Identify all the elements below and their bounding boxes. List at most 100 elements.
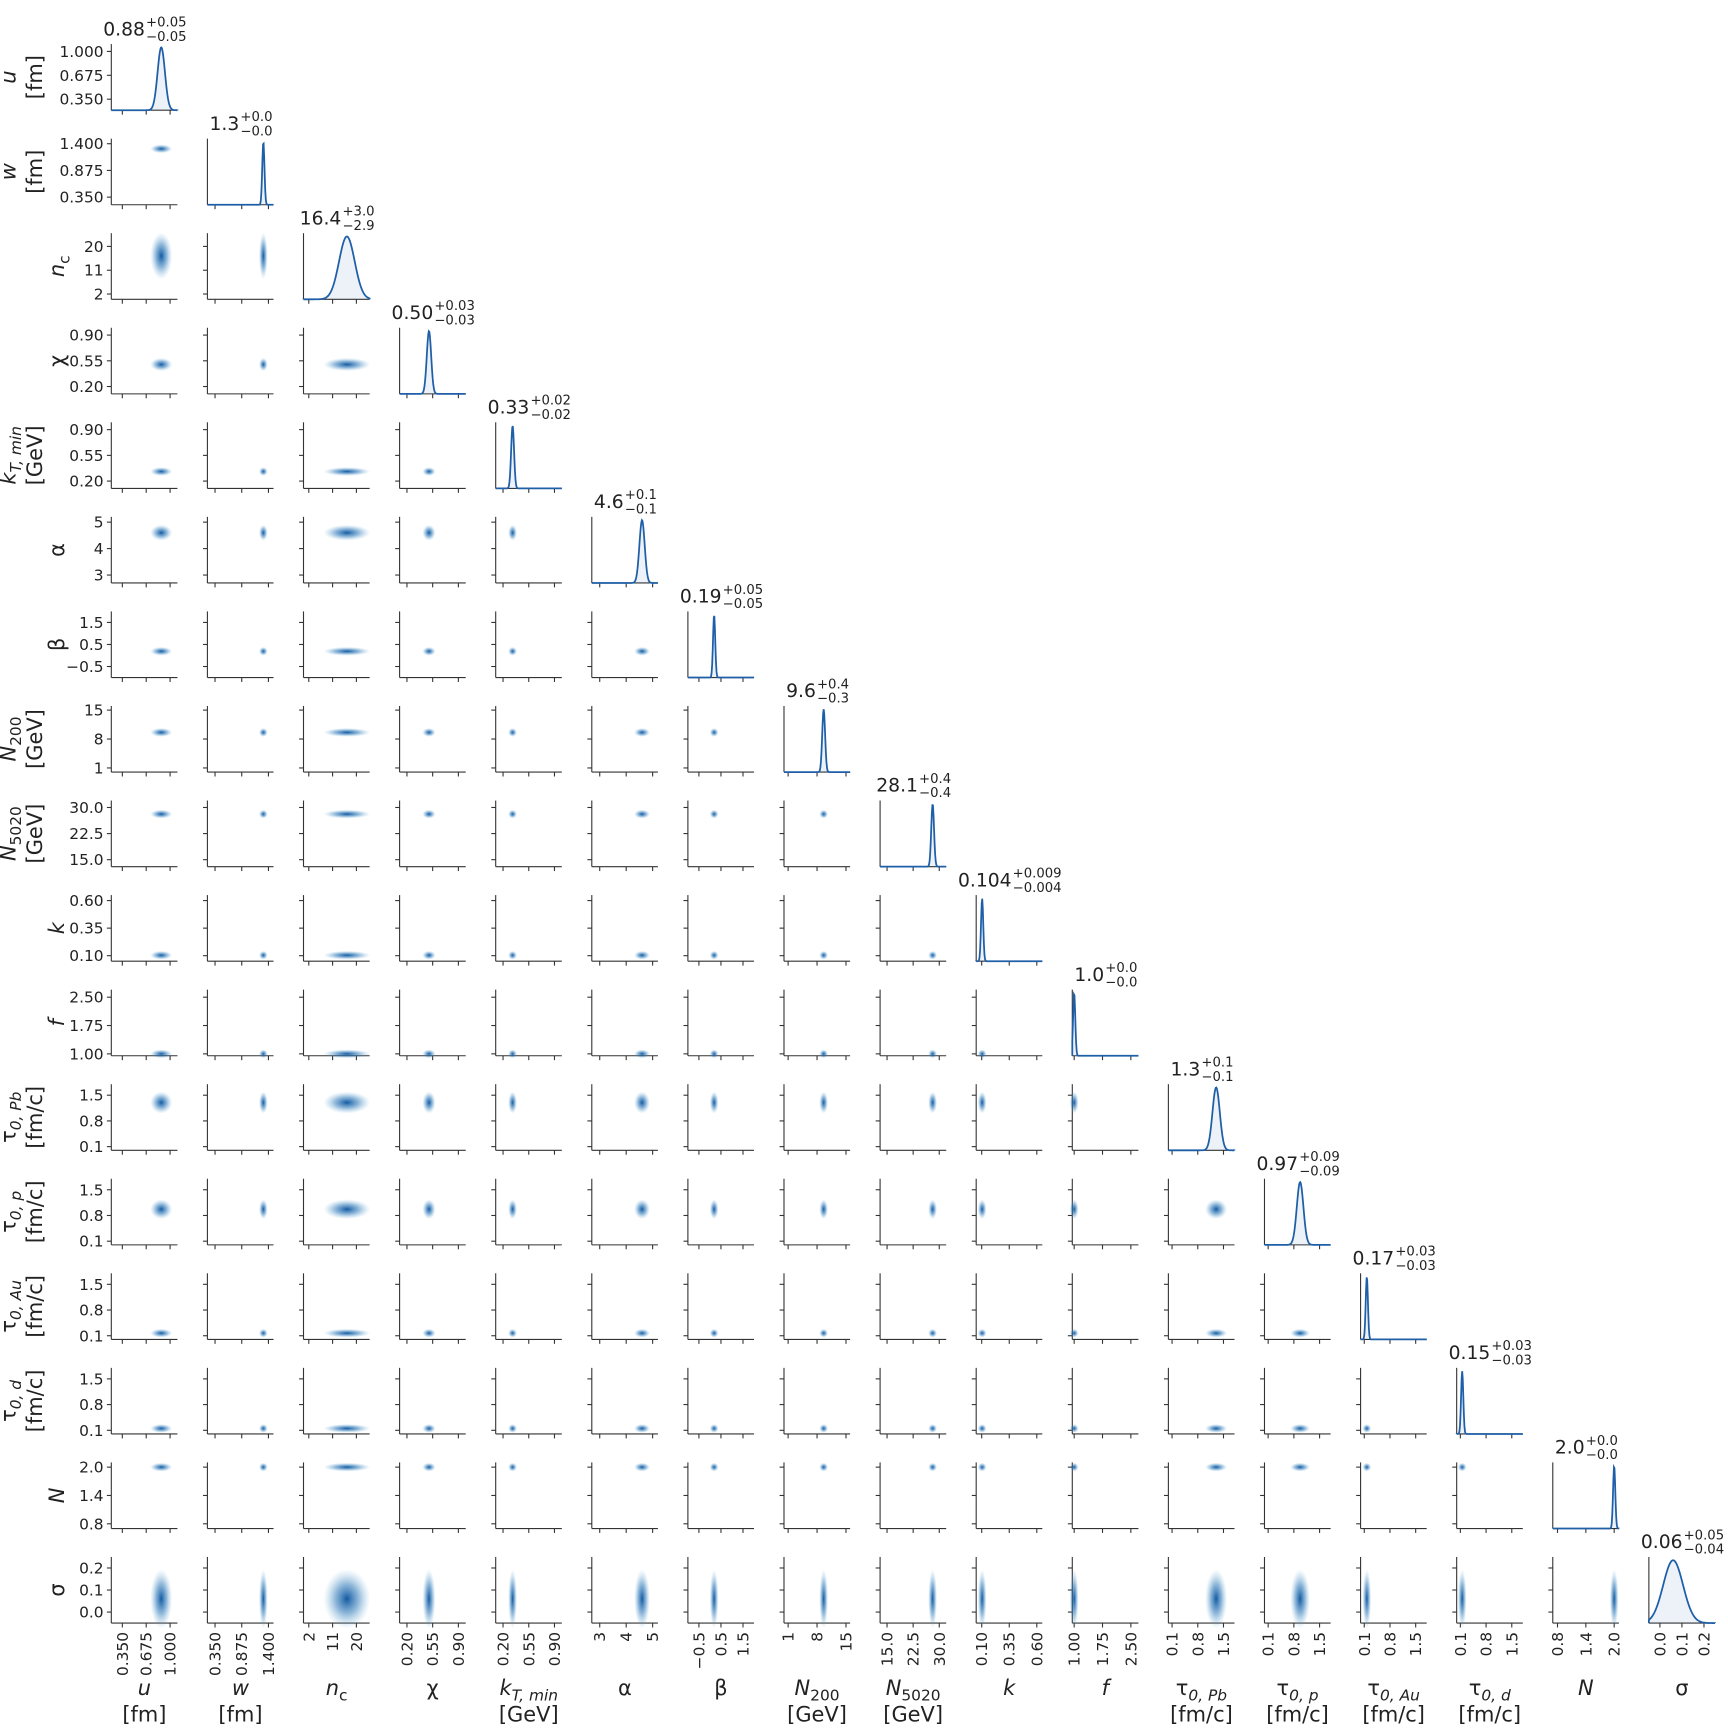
y-tick-label: −0.5: [66, 658, 103, 676]
estimate: 0.19: [680, 587, 722, 608]
y-tick-label: 0.0: [79, 1604, 104, 1622]
row-label-symbol: τ0, Pb: [0, 1091, 25, 1142]
density-blob: [150, 144, 173, 154]
x-tick-label: 0.20: [398, 1632, 416, 1666]
density-blob: [819, 1049, 829, 1059]
density-blob: [634, 1462, 650, 1472]
y-tick-label: 15: [84, 702, 104, 720]
y-tick-label: 0.55: [69, 352, 103, 370]
minus-error: −0.1: [1201, 1070, 1233, 1085]
density-blob: [819, 1199, 829, 1220]
density-blob: [323, 357, 371, 372]
density-blob: [819, 1462, 829, 1472]
y-tick-label: 0.8: [79, 1112, 104, 1130]
symbol: τ: [0, 1320, 20, 1333]
y-tick-label: 0.20: [69, 473, 103, 491]
estimate: 1.0: [1074, 965, 1104, 986]
y-tick-label: 0.8: [79, 1515, 104, 1533]
density-blob: [977, 1328, 987, 1338]
density-blob: [819, 1328, 829, 1338]
density-blob: [422, 1199, 436, 1220]
density-blob: [508, 1462, 518, 1472]
density-blob: [422, 1462, 436, 1472]
density-blob: [1069, 1328, 1079, 1338]
y-tick-label: 0.1: [79, 1233, 104, 1251]
x-tick-label: 0.1: [1356, 1632, 1374, 1657]
x-tick-label: 20: [348, 1632, 366, 1652]
marginal-fill: [783, 709, 851, 773]
x-tick-label: 0.55: [424, 1632, 442, 1666]
subscript: T, min: [512, 1686, 558, 1704]
density-blob: [928, 1199, 938, 1220]
col-unit: [fm/c]: [1266, 1702, 1329, 1726]
row-label-symbol: N200: [0, 716, 25, 761]
subscript: 0, p: [1289, 1686, 1319, 1704]
density-blob: [928, 950, 938, 960]
density-blob: [977, 1569, 987, 1629]
row-label-symbol: τ0, Au: [0, 1280, 25, 1333]
y-tick-label: 2.50: [69, 989, 103, 1007]
density-blob: [150, 1424, 173, 1433]
x-tick-label: 1.5: [735, 1632, 753, 1657]
estimate: 28.1: [876, 776, 918, 797]
plus-error: +0.05: [146, 15, 187, 30]
estimate: 0.15: [1449, 1343, 1491, 1364]
density-blob: [258, 950, 268, 960]
marginal-curve: [1264, 1180, 1331, 1246]
density-blob: [422, 1328, 436, 1338]
marginal-curve: [591, 518, 658, 584]
density-blob: [634, 728, 650, 737]
x-tick-label: 0.1: [1673, 1632, 1691, 1657]
density-blob: [977, 1049, 987, 1059]
minus-error: −0.05: [146, 30, 187, 45]
density-blob: [709, 1091, 719, 1114]
marginal-curve: [1071, 990, 1139, 1057]
density-blob: [150, 809, 173, 819]
density-blob: [928, 1424, 938, 1433]
x-tick-label: 5: [644, 1632, 662, 1642]
x-tick-label: 1.000: [162, 1632, 180, 1676]
y-tick-label: 2.0: [79, 1459, 104, 1477]
y-tick-label: 0.55: [69, 447, 103, 465]
col-unit: [fm/c]: [1170, 1702, 1233, 1726]
density-blob: [1205, 1569, 1228, 1629]
density-blob: [1069, 1199, 1079, 1220]
y-tick-label: 15.0: [69, 851, 103, 869]
row-unit: [fm/c]: [23, 1180, 47, 1243]
density-blob: [422, 1569, 436, 1629]
density-blob: [258, 1462, 268, 1472]
row-label-symbol: σ: [45, 1583, 69, 1596]
col-label-symbol: σ: [1675, 1676, 1688, 1700]
y-tick-label: 0.90: [69, 327, 103, 345]
y-tick-label: 1.000: [59, 43, 103, 61]
estimate: 0.17: [1353, 1248, 1395, 1269]
y-tick-label: 0.8: [79, 1207, 104, 1225]
col-label-symbol: α: [618, 1676, 632, 1700]
minus-error: −0.0: [240, 124, 272, 139]
density-blob: [634, 646, 650, 656]
col-label-symbol: k: [1003, 1676, 1016, 1700]
estimate: 4.6: [594, 492, 624, 513]
density-blob: [634, 950, 650, 960]
subscript: 0, Pb: [7, 1091, 25, 1130]
density-blob: [1205, 1328, 1228, 1338]
plus-error: +0.009: [1013, 866, 1062, 881]
density-blob: [977, 1091, 987, 1114]
plus-error: +0.4: [919, 772, 951, 787]
density-blob: [323, 646, 371, 656]
density-blob: [1290, 1462, 1311, 1472]
density-blob: [1069, 1091, 1079, 1114]
density-blob: [508, 1091, 518, 1114]
plus-error: +0.02: [530, 394, 571, 409]
density-blob: [258, 646, 268, 656]
minus-error: −0.1: [625, 503, 657, 518]
marginal-curve: [399, 329, 466, 395]
y-tick-label: 8: [94, 731, 104, 749]
marginal-fill: [976, 898, 1043, 962]
symbol: N: [1578, 1676, 1594, 1700]
y-tick-label: 1.5: [79, 614, 104, 632]
x-tick-label: 0.60: [1028, 1632, 1046, 1666]
plus-error: +0.03: [434, 299, 475, 314]
density-blob: [977, 1424, 987, 1433]
marginal-curve: [687, 615, 755, 679]
